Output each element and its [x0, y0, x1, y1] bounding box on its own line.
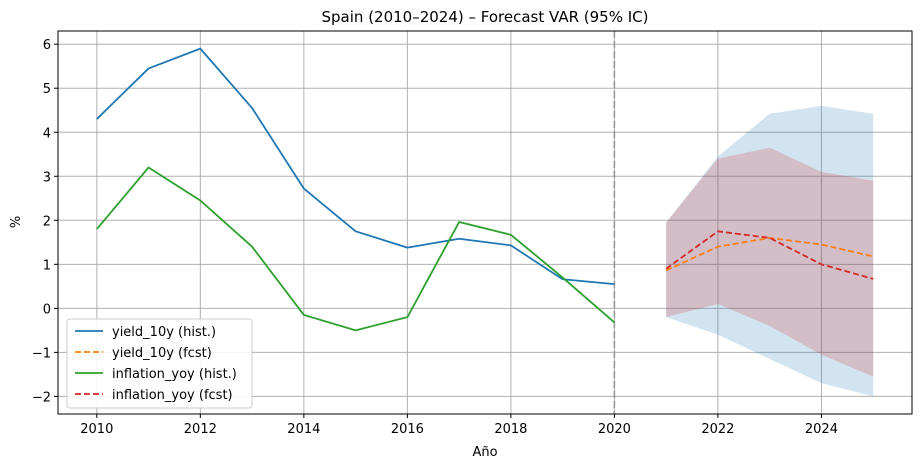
x-tick-label: 2012: [184, 422, 217, 437]
y-tick-label: 1: [43, 258, 51, 273]
series-line: [96, 47, 615, 286]
x-tick-label: 2016: [391, 422, 424, 437]
legend-box: [66, 318, 253, 409]
y-tick-label: 4: [43, 126, 51, 141]
x-tick-label: 2018: [494, 422, 527, 437]
plot-frame: [57, 30, 913, 415]
y-tick-label: 3: [43, 170, 51, 185]
series-line: [96, 166, 615, 332]
x-tick-label: 2022: [701, 422, 734, 437]
y-tick-label: 5: [43, 82, 51, 97]
x-tick-label: 2010: [80, 422, 113, 437]
legend-label: inflation_yoy (hist.): [112, 367, 237, 382]
legend-label: yield_10y (hist.): [112, 325, 216, 340]
axis-ticks: 2010 2012 2014 2016 2018 2020 2022 2024 −2 −1 0 1 2 3…: [32, 38, 838, 437]
y-tick-label: 0: [43, 302, 51, 317]
y-axis-title: %: [9, 216, 24, 228]
series-line: [665, 237, 874, 272]
x-tick-label: 2020: [598, 422, 631, 437]
series-lines: [96, 47, 874, 332]
chart-title: Spain (2010–2024) – Forecast VAR (95% IC…: [322, 8, 649, 26]
y-tick-label: 2: [43, 214, 51, 229]
y-tick-label: 6: [43, 38, 51, 53]
y-tick-label: −1: [32, 346, 51, 361]
x-tick-label: 2024: [805, 422, 838, 437]
legend-label: inflation_yoy (fcst): [112, 388, 233, 403]
confidence-bands: [666, 105, 874, 397]
confidence-band: [666, 147, 874, 377]
y-tick-label: −2: [32, 390, 51, 405]
x-axis-title: Año: [472, 445, 497, 460]
legend-label: yield_10y (fcst): [112, 346, 212, 361]
confidence-band: [666, 105, 874, 397]
legend: yield_10y (hist.) yield_10y (fcst) inflati…: [66, 318, 253, 409]
series-line: [665, 230, 874, 280]
x-tick-label: 2014: [287, 422, 320, 437]
